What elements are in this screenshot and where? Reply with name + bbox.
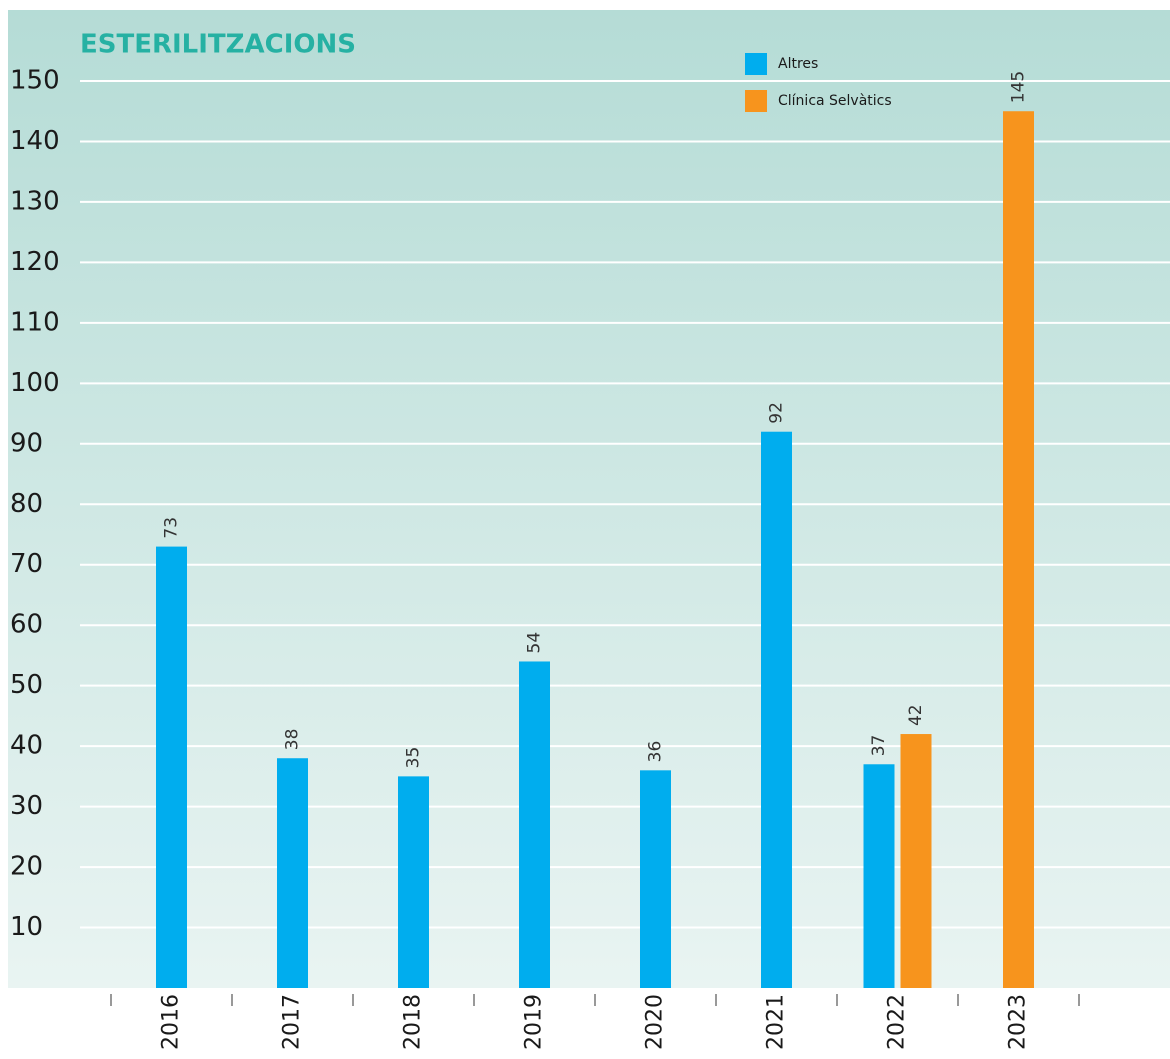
- bar: [1003, 111, 1034, 988]
- y-tick-label: 130: [10, 186, 60, 216]
- x-tick-label: 2019: [522, 994, 547, 1050]
- x-tick-label: 2020: [643, 994, 668, 1050]
- bar: [277, 758, 308, 988]
- y-tick-label: 140: [10, 126, 60, 156]
- x-tick-label: 2021: [764, 994, 789, 1050]
- chart-title: ESTERILITZACIONS: [80, 30, 356, 60]
- legend-label: Altres: [778, 56, 818, 72]
- value-label: 73: [162, 517, 182, 539]
- bar: [640, 770, 671, 988]
- y-tick-label: 100: [10, 368, 60, 398]
- x-tick-label: 2016: [159, 994, 184, 1050]
- bar: [398, 776, 429, 988]
- value-label: 54: [525, 632, 545, 654]
- value-label: 38: [283, 729, 303, 751]
- value-label: 145: [1009, 71, 1029, 103]
- bar: [900, 734, 932, 988]
- value-label: 42: [906, 704, 926, 726]
- legend-label: Clínica Selvàtics: [778, 93, 892, 109]
- x-tick-label: 2018: [401, 994, 426, 1050]
- y-tick-label: 50: [10, 670, 43, 700]
- bar: [863, 764, 895, 988]
- y-tick-label: 110: [10, 307, 60, 337]
- y-tick-label: 60: [10, 610, 43, 640]
- legend-swatch: [745, 90, 767, 112]
- x-tick-label: 2022: [885, 994, 910, 1050]
- y-tick-label: 90: [10, 428, 43, 458]
- value-label: 35: [404, 747, 424, 769]
- y-tick-label: 40: [10, 731, 43, 761]
- value-label: 37: [869, 735, 889, 757]
- value-label: 92: [767, 402, 787, 424]
- legend-swatch: [745, 53, 767, 75]
- y-tick-label: 70: [10, 549, 43, 579]
- x-tick-label: 2023: [1006, 994, 1031, 1050]
- bar: [519, 661, 550, 988]
- y-tick-label: 120: [10, 247, 60, 277]
- x-tick-label: 2017: [280, 994, 305, 1050]
- value-label: 36: [646, 741, 666, 763]
- y-tick-label: 150: [10, 66, 60, 96]
- y-tick-label: 30: [10, 791, 43, 821]
- y-tick-label: 80: [10, 489, 43, 519]
- bar: [156, 546, 187, 988]
- plot-background: [8, 10, 1170, 988]
- bar: [761, 431, 792, 988]
- y-tick-label: 10: [10, 912, 43, 942]
- y-tick-label: 20: [10, 852, 43, 882]
